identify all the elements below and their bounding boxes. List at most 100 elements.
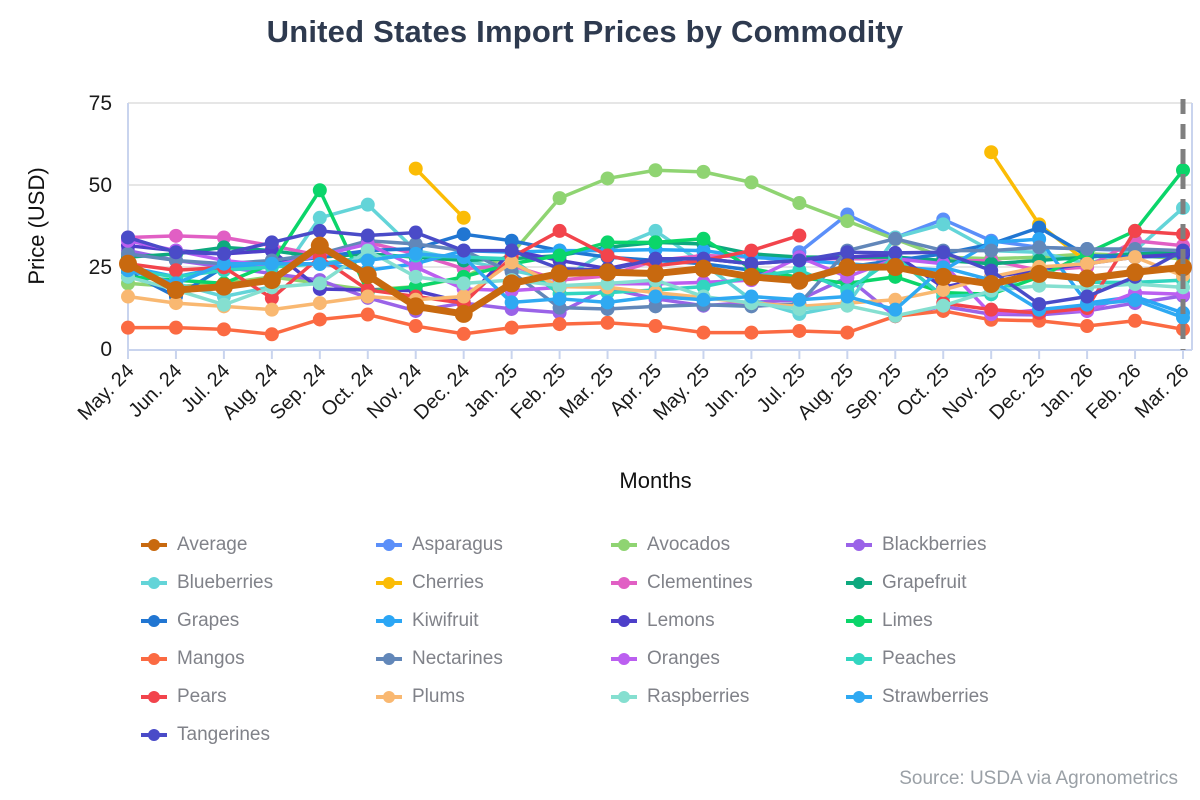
data-point[interactable] bbox=[119, 254, 137, 273]
data-point[interactable] bbox=[552, 317, 567, 332]
data-point[interactable] bbox=[1078, 269, 1097, 288]
legend-item-lemons[interactable]: Lemons bbox=[610, 610, 845, 632]
data-point[interactable] bbox=[262, 271, 281, 290]
data-point[interactable] bbox=[552, 191, 567, 206]
legend-item-plums[interactable]: Plums bbox=[375, 686, 610, 708]
data-point[interactable] bbox=[696, 279, 711, 294]
series-strawberries[interactable] bbox=[121, 246, 1190, 325]
data-point[interactable] bbox=[360, 289, 375, 304]
data-point[interactable] bbox=[934, 267, 953, 286]
data-point[interactable] bbox=[1032, 240, 1047, 255]
data-point[interactable] bbox=[408, 161, 423, 176]
legend-item-strawberries[interactable]: Strawberries bbox=[845, 686, 1080, 708]
data-point[interactable] bbox=[456, 276, 471, 291]
data-point[interactable] bbox=[504, 243, 519, 258]
data-point[interactable] bbox=[168, 263, 183, 278]
data-point[interactable] bbox=[600, 235, 615, 250]
data-point[interactable] bbox=[408, 260, 423, 274]
data-point[interactable] bbox=[744, 289, 759, 304]
legend-item-blackberries[interactable]: Blackberries bbox=[845, 534, 1080, 556]
data-point[interactable] bbox=[744, 325, 759, 340]
data-point[interactable] bbox=[888, 302, 903, 317]
data-point[interactable] bbox=[598, 263, 617, 282]
data-point[interactable] bbox=[984, 263, 999, 278]
data-point[interactable] bbox=[408, 319, 423, 334]
data-point[interactable] bbox=[984, 145, 999, 160]
data-point[interactable] bbox=[936, 217, 951, 232]
data-point[interactable] bbox=[214, 277, 233, 296]
data-point[interactable] bbox=[600, 171, 615, 186]
data-point[interactable] bbox=[600, 295, 615, 310]
data-point[interactable] bbox=[790, 271, 809, 290]
data-point[interactable] bbox=[360, 307, 375, 322]
data-point[interactable] bbox=[121, 230, 135, 245]
data-point[interactable] bbox=[264, 235, 279, 250]
data-point[interactable] bbox=[121, 320, 135, 335]
data-point[interactable] bbox=[696, 292, 711, 307]
data-point[interactable] bbox=[1080, 289, 1095, 304]
data-point[interactable] bbox=[216, 256, 231, 271]
legend-item-clementines[interactable]: Clementines bbox=[610, 572, 845, 594]
data-point[interactable] bbox=[264, 256, 279, 271]
data-point[interactable] bbox=[552, 248, 567, 263]
data-point[interactable] bbox=[1080, 319, 1095, 334]
data-point[interactable] bbox=[168, 228, 183, 243]
data-point[interactable] bbox=[840, 325, 855, 340]
data-point[interactable] bbox=[454, 304, 473, 323]
data-point[interactable] bbox=[936, 245, 951, 260]
data-point[interactable] bbox=[648, 223, 663, 238]
legend-item-grapefruit[interactable]: Grapefruit bbox=[845, 572, 1080, 594]
data-point[interactable] bbox=[312, 296, 327, 311]
data-point[interactable] bbox=[1032, 297, 1047, 312]
data-point[interactable] bbox=[840, 289, 855, 304]
data-point[interactable] bbox=[648, 235, 663, 250]
data-point[interactable] bbox=[360, 197, 375, 212]
data-point[interactable] bbox=[408, 225, 423, 240]
data-point[interactable] bbox=[840, 245, 855, 260]
data-point[interactable] bbox=[1126, 263, 1145, 282]
data-point[interactable] bbox=[216, 246, 231, 261]
data-point[interactable] bbox=[552, 291, 567, 306]
data-point[interactable] bbox=[744, 256, 759, 271]
data-point[interactable] bbox=[648, 289, 663, 304]
data-point[interactable] bbox=[504, 295, 519, 310]
legend-item-kiwifruit[interactable]: Kiwifruit bbox=[375, 610, 610, 632]
data-point[interactable] bbox=[358, 266, 377, 285]
data-point[interactable] bbox=[648, 163, 663, 178]
legend-item-mangos[interactable]: Mangos bbox=[140, 648, 375, 670]
legend-item-grapes[interactable]: Grapes bbox=[140, 610, 375, 632]
legend-item-oranges[interactable]: Oranges bbox=[610, 648, 845, 670]
data-point[interactable] bbox=[600, 315, 615, 330]
data-point[interactable] bbox=[648, 299, 663, 314]
data-point[interactable] bbox=[408, 269, 423, 284]
data-point[interactable] bbox=[936, 282, 951, 297]
data-point[interactable] bbox=[312, 210, 327, 225]
data-point[interactable] bbox=[840, 214, 855, 229]
data-point[interactable] bbox=[312, 223, 327, 238]
data-point[interactable] bbox=[744, 175, 759, 190]
legend-item-pears[interactable]: Pears bbox=[140, 686, 375, 708]
data-point[interactable] bbox=[312, 276, 327, 291]
data-point[interactable] bbox=[1032, 278, 1047, 293]
data-point[interactable] bbox=[744, 243, 759, 258]
legend-item-limes[interactable]: Limes bbox=[845, 610, 1080, 632]
data-point[interactable] bbox=[312, 257, 327, 272]
data-point[interactable] bbox=[166, 280, 185, 299]
data-point[interactable] bbox=[1080, 256, 1095, 271]
data-point[interactable] bbox=[456, 243, 471, 258]
legend-item-average[interactable]: Average bbox=[140, 534, 375, 556]
data-point[interactable] bbox=[456, 326, 471, 341]
legend-item-cherries[interactable]: Cherries bbox=[375, 572, 610, 594]
data-point[interactable] bbox=[456, 227, 471, 242]
data-point[interactable] bbox=[888, 245, 903, 260]
legend-item-peaches[interactable]: Peaches bbox=[845, 648, 1080, 670]
data-point[interactable] bbox=[984, 302, 999, 317]
legend-item-nectarines[interactable]: Nectarines bbox=[375, 648, 610, 670]
data-point[interactable] bbox=[504, 320, 519, 335]
data-point[interactable] bbox=[168, 296, 183, 311]
legend-item-tangerines[interactable]: Tangerines bbox=[140, 724, 375, 746]
data-point[interactable] bbox=[792, 292, 807, 307]
data-point[interactable] bbox=[1032, 220, 1047, 235]
data-point[interactable] bbox=[504, 233, 519, 248]
